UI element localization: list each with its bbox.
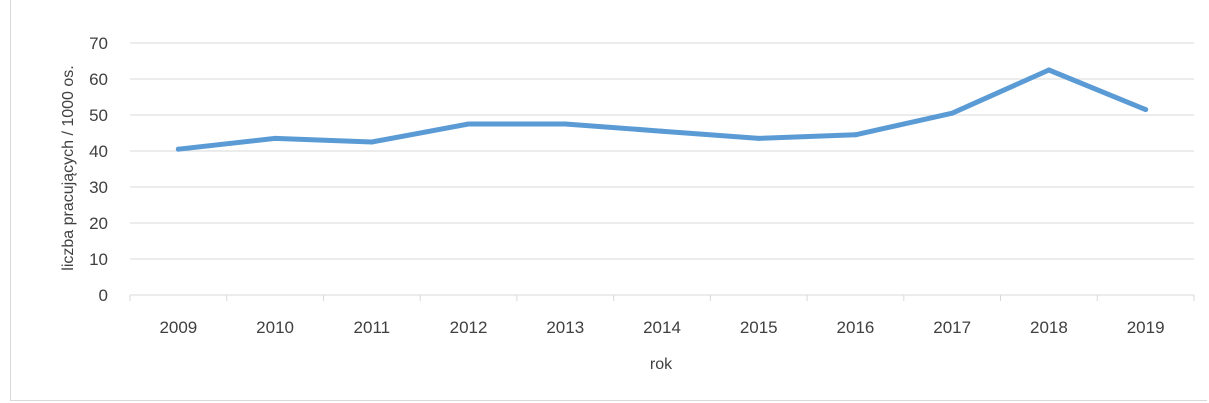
y-tick-label-40: 40 — [89, 142, 108, 161]
y-tick-label-0: 0 — [99, 286, 108, 305]
series-line-0 — [175, 67, 1149, 152]
data-point-2010 — [272, 135, 278, 141]
x-tick-label-2009: 2009 — [159, 318, 197, 337]
x-tick-label-2017: 2017 — [933, 318, 971, 337]
x-tick-label-2014: 2014 — [643, 318, 681, 337]
x-axis-label: rok — [650, 356, 673, 373]
data-point-2012 — [466, 121, 472, 127]
data-point-2009 — [175, 146, 181, 152]
x-tick-label-2018: 2018 — [1030, 318, 1068, 337]
data-point-2011 — [369, 139, 375, 145]
y-tick-label-60: 60 — [89, 70, 108, 89]
data-point-2013 — [562, 121, 568, 127]
data-point-2019 — [1143, 107, 1149, 113]
data-point-2017 — [949, 110, 955, 116]
y-axis-label: liczba pracujących / 1000 os. — [60, 65, 77, 270]
data-point-2016 — [852, 132, 858, 138]
y-tick-label-70: 70 — [89, 34, 108, 53]
x-axis-ticks: 2009 2010 2011 2012 2013 2014 2015 2016 2017 2018… — [159, 318, 1164, 337]
x-tick-label-2015: 2015 — [740, 318, 778, 337]
x-tick-label-2019: 2019 — [1127, 318, 1165, 337]
data-point-2014 — [659, 128, 665, 134]
gridlines — [130, 42, 1194, 260]
x-tick-label-2012: 2012 — [450, 318, 488, 337]
x-axis — [129, 294, 1195, 301]
chart-frame — [10, 0, 1207, 401]
y-tick-label-20: 20 — [89, 214, 108, 233]
series-group — [175, 67, 1149, 152]
data-point-2015 — [756, 135, 762, 141]
y-axis-ticks: 0 10 20 30 40 50 60 70 — [89, 34, 108, 305]
x-tick-label-2011: 2011 — [354, 318, 391, 337]
x-tick-label-2016: 2016 — [837, 318, 875, 337]
y-tick-label-30: 30 — [89, 178, 108, 197]
x-tick-label-2010: 2010 — [256, 318, 294, 337]
y-tick-label-10: 10 — [89, 250, 108, 269]
y-tick-label-50: 50 — [89, 106, 108, 125]
x-tick-label-2013: 2013 — [546, 318, 584, 337]
data-point-2018 — [1046, 67, 1052, 73]
